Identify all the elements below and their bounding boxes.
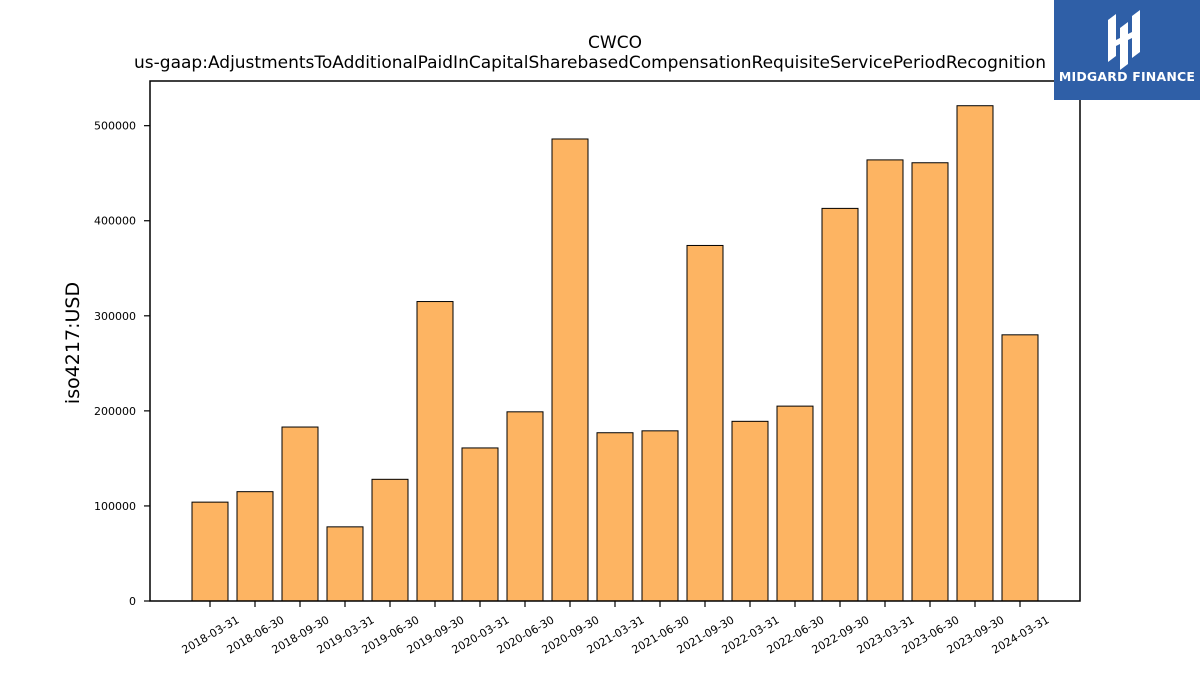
bar-2021-06-30	[641, 430, 679, 602]
bar-2022-09-30	[821, 207, 859, 602]
bar-2018-09-30	[281, 426, 319, 602]
bar-2024-03-31	[1001, 334, 1039, 602]
bar-2019-03-31	[326, 526, 364, 602]
bar-2022-03-31	[731, 420, 769, 602]
bar-2019-09-30	[416, 301, 454, 602]
bar-2019-06-30	[371, 478, 409, 602]
bar-2018-03-31	[191, 501, 229, 602]
midgard-finance-logo: MIDGARD FINANCE	[1054, 0, 1200, 100]
y-tick-label: 0	[129, 595, 136, 608]
y-tick-label: 200000	[94, 405, 136, 418]
y-tick-label: 400000	[94, 215, 136, 228]
bar-2022-06-30	[776, 405, 814, 602]
y-tick-label: 500000	[94, 120, 136, 133]
bars-group	[191, 105, 1039, 602]
bar-2018-06-30	[236, 491, 274, 602]
chart-title: CWCO	[588, 33, 642, 53]
bar-2023-03-31	[866, 159, 904, 602]
bar-2020-03-31	[461, 447, 499, 602]
bar-2020-06-30	[506, 411, 544, 602]
bar-2020-09-30	[551, 138, 589, 602]
chart-subtitle: us-gaap:AdjustmentsToAdditionalPaidInCap…	[134, 53, 1046, 73]
y-tick-label: 100000	[94, 500, 136, 513]
bar-2021-09-30	[686, 244, 724, 602]
y-axis-label: iso4217:USD	[62, 282, 84, 404]
midgard-logo-mark-icon	[1108, 10, 1140, 70]
bar-2021-03-31	[596, 432, 634, 602]
y-tick-label: 300000	[94, 310, 136, 323]
bar-2023-09-30	[956, 105, 994, 602]
logo-wordmark: MIDGARD FINANCE	[1058, 69, 1196, 84]
bar-2023-06-30	[911, 162, 949, 602]
